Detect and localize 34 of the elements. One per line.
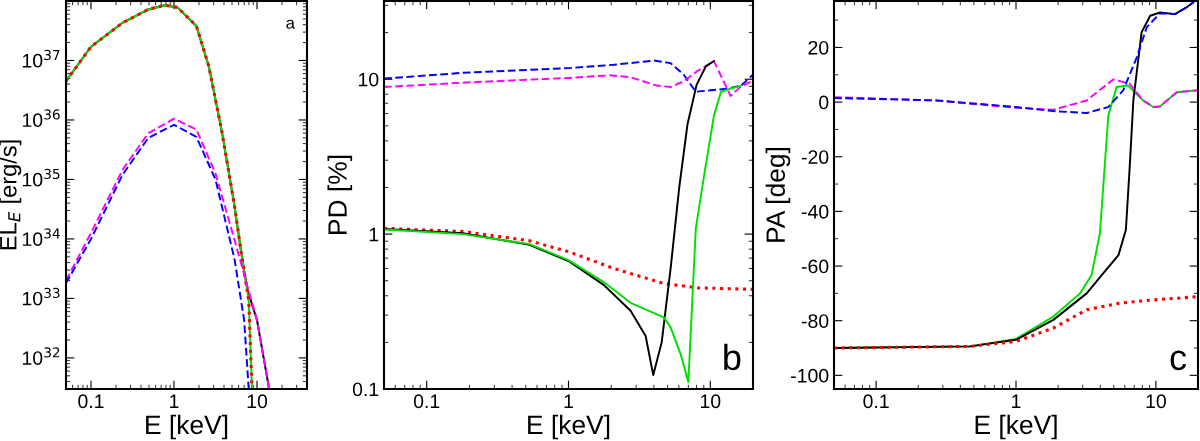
y-tick-label: -20: [801, 150, 829, 164]
x-axis-title: E [keV]: [528, 414, 610, 440]
y-tick-label: -40: [801, 204, 829, 219]
y-tick-label: 10$^{32}$: [22, 347, 60, 365]
y-axis-title: EL$_{E}$ [erg/s]: [0, 140, 22, 250]
x-axis-title: E [keV]: [146, 414, 228, 440]
x-tick-label: 0.1: [413, 394, 440, 409]
annotation: a: [286, 19, 295, 29]
y-tick-label: 1: [369, 227, 379, 242]
y-tick-label: -100: [791, 368, 829, 383]
x-tick-label: 10: [700, 394, 721, 409]
y-tick-label: 0.1: [352, 382, 379, 397]
x-tick-label: 0.1: [78, 394, 104, 409]
annotation: c: [1170, 350, 1187, 371]
y-tick-label: 10$^{37}$: [22, 49, 60, 68]
y-axis-title: PA [deg]: [765, 147, 791, 242]
x-tick-label: 10: [247, 394, 268, 409]
y-tick-label: 0: [819, 95, 829, 110]
y-tick-label: 10$^{34}$: [22, 228, 60, 247]
x-axis-title: E [keV]: [975, 414, 1057, 440]
x-tick-label: 1: [1012, 394, 1021, 408]
x-tick-label: 0.1: [863, 394, 889, 409]
y-tick-label: -60: [801, 259, 829, 274]
y-tick-label: -80: [801, 314, 829, 328]
y-tick-label: 20: [808, 40, 829, 55]
y-tick-label: 10$^{35}$: [22, 168, 60, 187]
annotation: b: [724, 343, 741, 371]
y-tick-label: 10$^{33}$: [22, 287, 60, 306]
x-tick-label: 10: [1146, 394, 1166, 409]
x-tick-label: 1: [170, 394, 179, 408]
y-tick-label: 10: [359, 72, 379, 87]
y-axis-title: PD [%]: [327, 155, 353, 234]
x-tick-label: 1: [564, 394, 573, 408]
y-tick-label: 10$^{36}$: [22, 109, 60, 128]
